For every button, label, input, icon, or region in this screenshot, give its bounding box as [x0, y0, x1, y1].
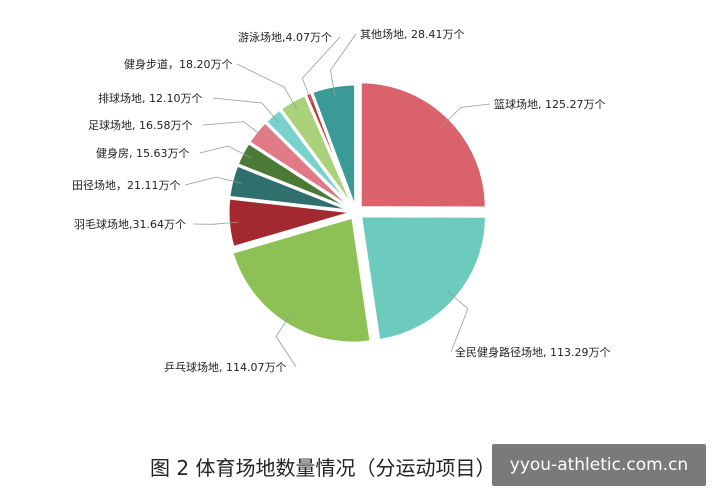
slice-label-1: 篮球场地, 125.27万个: [494, 97, 605, 111]
slice-label-3: 乒乓球场地, 114.07万个: [164, 360, 286, 374]
leader-line-5: [184, 176, 242, 186]
slice-label-10: 游泳场地,4.07万个: [238, 30, 332, 44]
slice-label-7: 足球场地, 16.58万个: [88, 118, 192, 132]
pie-slice-2: [358, 214, 489, 343]
leader-line-6: [199, 145, 252, 159]
leader-line-9: [236, 63, 298, 110]
slice-label-2: 全民健身路径场地, 113.29万个: [455, 345, 610, 359]
slice-label-9: 健身步道，18.20万个: [124, 57, 233, 71]
watermark: yyou-athletic.com.cn: [492, 444, 706, 486]
slice-label-8: 排球场地, 12.10万个: [98, 91, 202, 105]
leader-line-3: [275, 314, 297, 368]
leader-line-11: [330, 33, 357, 97]
leader-line-2: [447, 291, 469, 353]
pie-slice-1: [358, 80, 488, 210]
slice-label-4: 羽毛球场地,31.64万个: [74, 217, 186, 231]
leader-line-1: [442, 103, 491, 127]
leader-line-7: [202, 121, 265, 139]
slice-label-11: 其他场地, 28.41万个: [360, 27, 464, 41]
slice-label-6: 健身房, 15.63万个: [96, 146, 189, 160]
leader-line-4: [193, 221, 239, 225]
leader-line-8: [212, 97, 280, 124]
leader-line-10: [301, 36, 341, 103]
chart-caption: 图 2 体育场地数量情况（分运动项目）: [150, 456, 496, 480]
slice-label-5: 田径场地，21.11万个: [72, 178, 181, 192]
